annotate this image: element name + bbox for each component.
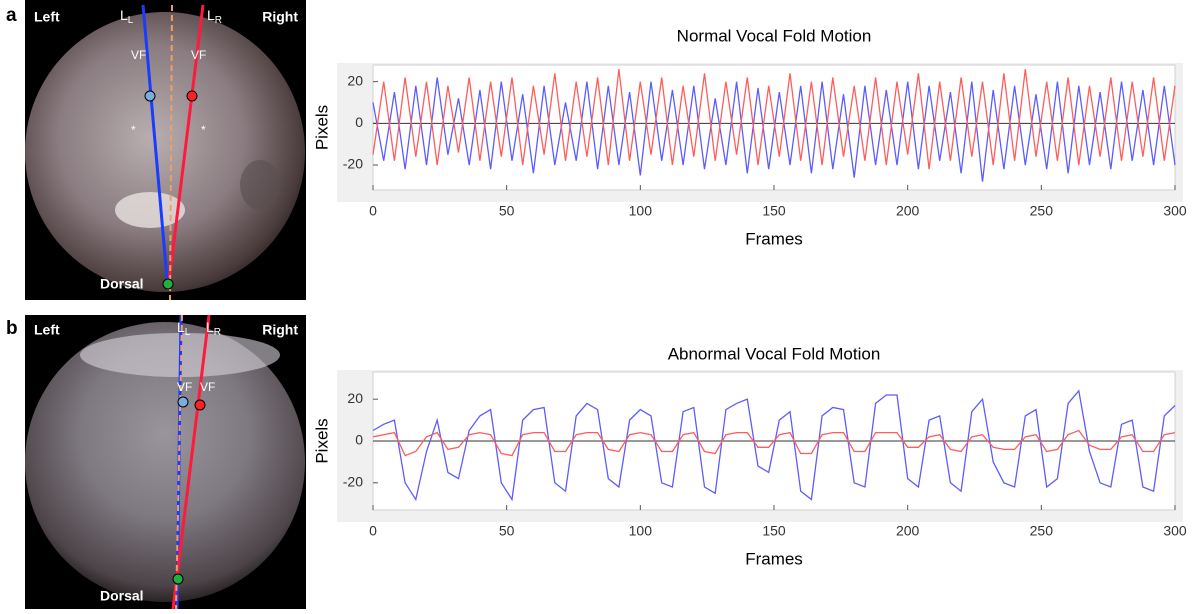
chart-title: Normal Vocal Fold Motion	[677, 26, 872, 45]
line-left-label: LL	[177, 319, 191, 338]
line-left-text: L	[177, 319, 185, 335]
x-tick-label: 300	[1163, 523, 1187, 539]
y-tick-label: -20	[343, 156, 363, 172]
y-tick-label: 20	[347, 72, 363, 88]
vf-label: VF	[200, 380, 215, 394]
asterisk: *	[131, 123, 136, 137]
chart-title: Abnormal Vocal Fold Motion	[668, 344, 881, 363]
series-line	[372, 389, 1176, 502]
endoscopy-image-b	[25, 314, 306, 610]
x-tick-label: 50	[499, 203, 515, 219]
y-tick-label: 20	[347, 390, 363, 406]
asterisk: *	[201, 123, 206, 137]
panel-label: a	[6, 5, 17, 26]
vf-label: VF	[191, 48, 206, 62]
y-tick-label: -20	[343, 474, 363, 490]
dorsal-label: Dorsal	[100, 276, 144, 292]
x-tick-label: 0	[369, 523, 377, 539]
x-tick-label: 200	[896, 203, 920, 219]
line-right-label: LR	[207, 7, 222, 26]
x-tick-label: 250	[1030, 523, 1054, 539]
line-right-text: L	[207, 7, 215, 23]
x-tick-label: 100	[629, 523, 653, 539]
y-axis-label: Pixels	[312, 418, 331, 463]
x-tick-label: 50	[499, 523, 515, 539]
right-label: Right	[262, 9, 298, 25]
x-tick-label: 150	[762, 203, 786, 219]
endoscopy-image-a	[25, 0, 306, 301]
right-label: Right	[262, 322, 298, 338]
x-tick-label: 300	[1163, 203, 1187, 219]
vf-label: VF	[131, 48, 146, 62]
line-left-label: LL	[120, 7, 134, 26]
dorsal-label: Dorsal	[100, 588, 144, 604]
y-tick-label: 0	[355, 432, 363, 448]
x-tick-label: 250	[1030, 203, 1054, 219]
line-left-sub: L	[185, 327, 191, 338]
x-tick-label: 150	[762, 523, 786, 539]
x-axis-label: Frames	[745, 549, 803, 568]
y-axis-label: Pixels	[312, 105, 331, 150]
line-right-sub: R	[215, 15, 222, 26]
x-axis-label: Frames	[745, 229, 803, 248]
left-label: Left	[34, 9, 60, 25]
left-label: Left	[34, 322, 60, 338]
line-left-text: L	[120, 7, 128, 23]
line-right-text: L	[206, 319, 214, 335]
x-tick-label: 0	[369, 203, 377, 219]
y-tick-label: 0	[355, 114, 363, 130]
panel-label: b	[6, 318, 18, 339]
line-right-sub: R	[214, 327, 221, 338]
line-left-sub: L	[128, 15, 134, 26]
line-right-label: LR	[206, 319, 221, 338]
x-tick-label: 200	[896, 523, 920, 539]
vf-label: VF	[177, 380, 192, 394]
series-line	[372, 69, 1176, 170]
x-tick-label: 100	[629, 203, 653, 219]
series-line	[372, 429, 1176, 457]
